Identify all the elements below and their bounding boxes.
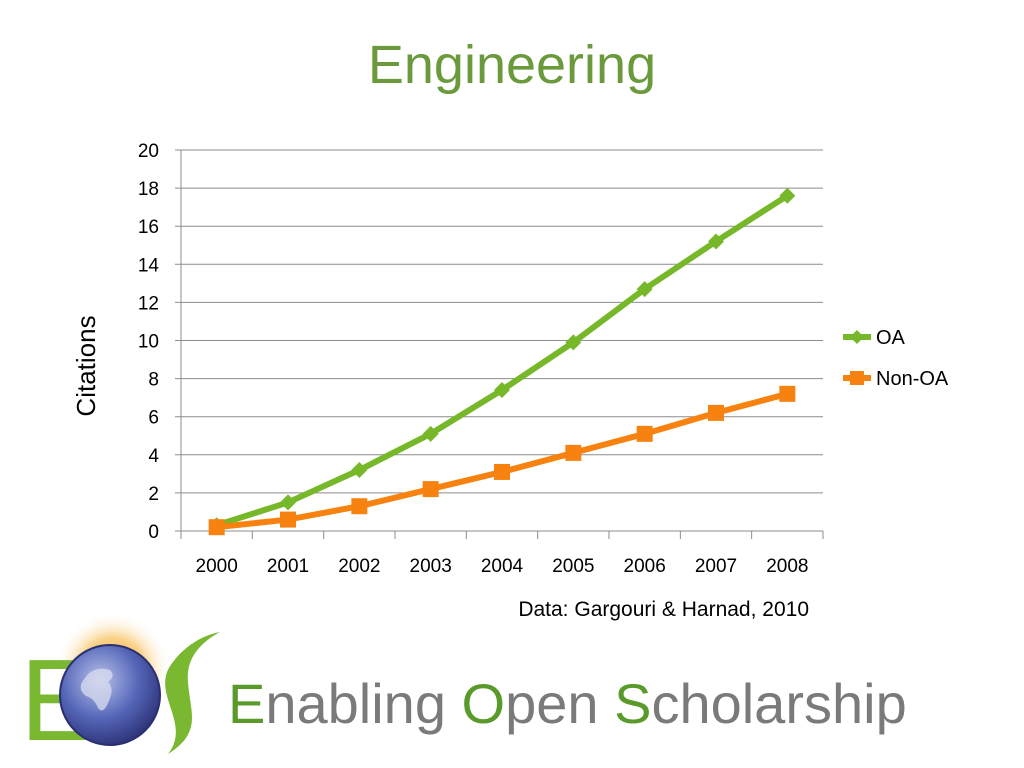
data-point-non-oa — [351, 498, 368, 515]
data-point-non-oa — [422, 481, 439, 498]
footer-accent-e: E — [228, 672, 266, 735]
y-tick-label: 0 — [148, 522, 159, 543]
footer-tagline: Enabling Open Scholarship — [228, 668, 907, 740]
footer-accent-s: S — [614, 672, 652, 735]
data-point-oa — [422, 425, 439, 442]
footer-word-1: nabling — [265, 672, 462, 735]
y-tick-label: 4 — [148, 446, 159, 467]
data-source-note: Data: Gargouri & Harnad, 2010 — [518, 598, 809, 621]
data-point-oa — [351, 462, 368, 479]
globe-continent-shape — [80, 668, 113, 711]
x-tick-label: 2000 — [196, 556, 238, 577]
data-point-oa — [708, 233, 724, 250]
logo-swoosh — [165, 632, 220, 754]
data-point-oa — [494, 382, 510, 399]
y-tick-label: 16 — [138, 217, 159, 238]
data-point-oa — [565, 334, 582, 351]
data-point-non-oa — [565, 444, 582, 461]
y-tick-label: 2 — [148, 484, 159, 505]
legend: OA Non-OA — [843, 327, 949, 390]
axes — [175, 150, 824, 539]
series-lines — [208, 187, 796, 536]
y-tick-label: 18 — [138, 179, 159, 200]
x-tick-label: 2006 — [624, 556, 666, 577]
data-point-non-oa — [208, 519, 225, 536]
x-tick-label: 2004 — [481, 556, 524, 577]
series-line-non-oa — [216, 390, 789, 531]
data-point-non-oa — [494, 463, 510, 480]
x-tick-label: 2007 — [695, 556, 737, 577]
y-tick-labels: 0 2 4 6 8 10 12 14 16 18 20 — [138, 141, 160, 543]
eos-logo: E — [20, 612, 220, 762]
y-tick-label: 6 — [148, 408, 159, 429]
footer-accent-o: O — [461, 672, 506, 735]
y-axis-label: Citations — [71, 315, 101, 416]
y-tick-label: 10 — [138, 332, 159, 353]
y-tick-label: 14 — [138, 255, 160, 276]
data-point-oa — [636, 281, 653, 298]
footer-word-2: pen — [505, 672, 615, 735]
x-tick-labels: 2000 2001 2002 2003 2004 2005 2006 2007 2008 — [196, 556, 809, 577]
x-tick-label: 2002 — [338, 556, 380, 577]
y-tick-label: 20 — [138, 141, 159, 162]
x-tick-label: 2008 — [766, 556, 808, 577]
x-tick-label: 2003 — [410, 556, 452, 577]
x-tick-label: 2005 — [552, 556, 594, 577]
x-tick-label: 2001 — [267, 556, 309, 577]
y-tick-label: 12 — [138, 293, 159, 314]
data-point-non-oa — [708, 404, 724, 421]
data-point-non-oa — [280, 511, 296, 528]
data-point-oa — [779, 187, 796, 204]
footer-word-3: cholarship — [651, 672, 907, 735]
y-tick-label: 8 — [148, 370, 159, 391]
legend-marker-oa — [850, 330, 864, 344]
grid-lines — [175, 149, 823, 494]
legend-label: Non-OA — [876, 368, 949, 390]
data-point-non-oa — [636, 425, 653, 442]
data-point-oa — [280, 494, 296, 511]
data-point-non-oa — [779, 385, 796, 402]
legend-marker-non-oa — [850, 371, 864, 385]
slide-title: Engineering — [367, 35, 657, 95]
legend-label: OA — [876, 327, 906, 349]
